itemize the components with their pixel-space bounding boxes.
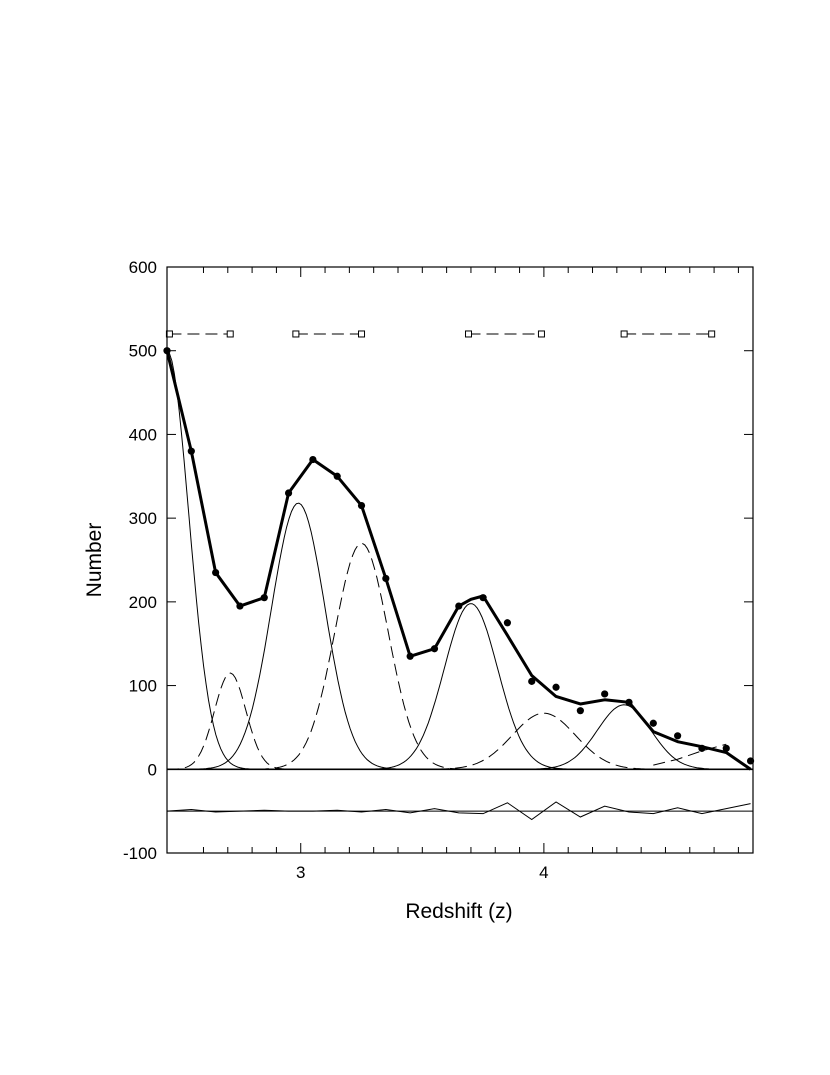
intervals-group bbox=[165, 330, 716, 338]
interval-marker-4-start bbox=[620, 330, 628, 338]
data-point bbox=[406, 652, 414, 660]
interval-marker-2-end bbox=[358, 330, 366, 338]
component-curve-2 bbox=[166, 672, 753, 770]
component-curve-5 bbox=[167, 603, 753, 770]
data-point bbox=[576, 707, 584, 715]
x-tick-label: 4 bbox=[539, 863, 548, 882]
total-fit-group bbox=[165, 350, 752, 771]
data-point bbox=[746, 757, 755, 765]
y-tick-label: 300 bbox=[129, 509, 157, 528]
data-point bbox=[333, 472, 341, 480]
x-axis-title: Redshift (z) bbox=[405, 900, 512, 923]
x-tick-label: 3 bbox=[296, 863, 305, 882]
data-point bbox=[260, 594, 268, 602]
interval-marker-1-end bbox=[226, 330, 234, 338]
interval-marker-2-start bbox=[292, 330, 300, 338]
interval-marker-4-end bbox=[708, 330, 716, 338]
observed-points-group bbox=[163, 347, 755, 765]
data-point bbox=[625, 698, 633, 706]
y-tick-label: 0 bbox=[148, 760, 157, 779]
y-tick-label: 500 bbox=[129, 342, 157, 361]
residual-line bbox=[166, 801, 751, 821]
data-point bbox=[528, 677, 536, 685]
axes-group: -100 0 100 200 300 400 500 600 3 4 bbox=[123, 258, 754, 882]
data-point bbox=[649, 719, 657, 727]
interval-marker-3-end bbox=[537, 330, 545, 338]
data-point bbox=[212, 568, 220, 577]
data-point bbox=[503, 619, 512, 627]
data-point bbox=[674, 732, 682, 740]
data-point bbox=[698, 744, 706, 752]
plot-frame bbox=[166, 266, 754, 854]
data-point bbox=[382, 574, 390, 583]
component-curve-1 bbox=[166, 350, 753, 770]
gaussian-components bbox=[166, 350, 753, 770]
y-tick-label: 200 bbox=[129, 593, 157, 612]
component-curve-3 bbox=[167, 502, 753, 770]
data-point bbox=[430, 645, 439, 653]
y-tick-label: 600 bbox=[129, 258, 157, 277]
residuals-group bbox=[166, 801, 753, 821]
y-tick-label: 100 bbox=[129, 677, 157, 696]
data-point bbox=[187, 447, 195, 455]
y-axis-title: Number bbox=[83, 523, 106, 598]
data-point bbox=[309, 455, 317, 464]
data-point bbox=[552, 683, 560, 691]
interval-marker-3-start bbox=[465, 330, 473, 338]
data-point bbox=[479, 594, 487, 602]
y-tick-label: -100 bbox=[123, 844, 157, 863]
component-tail-dashed bbox=[653, 743, 727, 766]
data-point bbox=[236, 602, 244, 610]
data-point bbox=[601, 690, 609, 698]
data-point bbox=[722, 744, 730, 752]
total-fit-line bbox=[165, 350, 752, 771]
data-point bbox=[284, 489, 293, 497]
data-point bbox=[357, 501, 366, 510]
data-point bbox=[455, 602, 463, 610]
y-tick-label: 400 bbox=[129, 425, 157, 444]
